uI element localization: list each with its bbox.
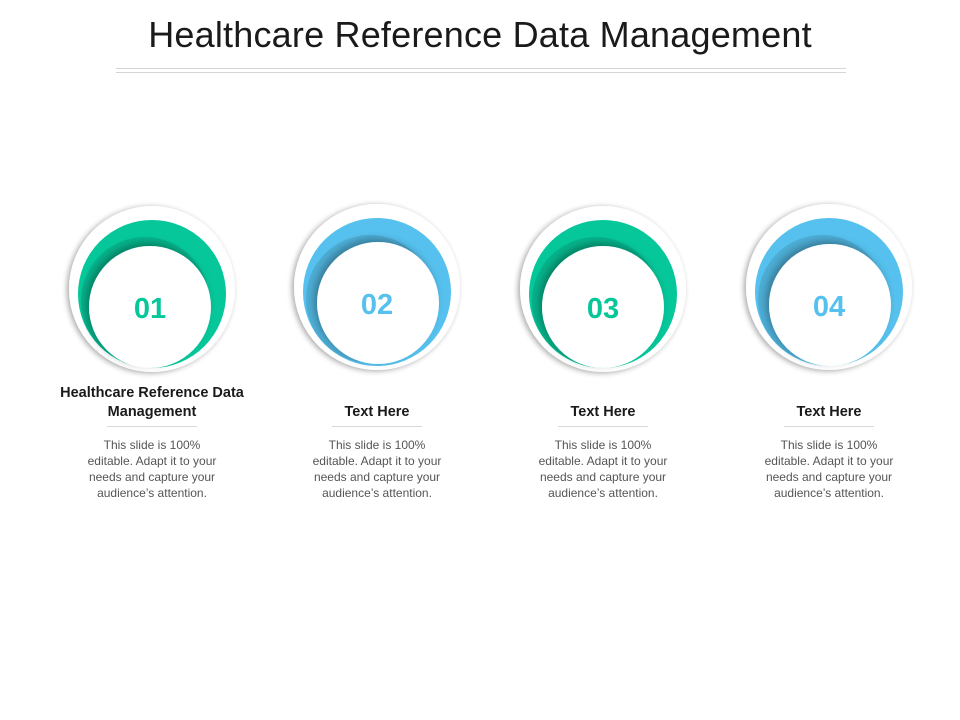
step-heading: Text Here xyxy=(570,404,636,420)
step-divider xyxy=(107,426,197,427)
step-inner-disc xyxy=(769,244,891,366)
step-text-4: Text Here This slide is 100% editable. A… xyxy=(734,382,924,501)
step-inner-disc xyxy=(542,246,664,368)
step-inner-disc xyxy=(317,242,439,364)
step-divider xyxy=(332,426,422,427)
step-text-1: Healthcare Reference Data Management Thi… xyxy=(57,382,247,501)
step-description: This slide is 100% editable. Adapt it to… xyxy=(87,438,217,500)
step-number: 02 xyxy=(361,289,393,321)
step-heading: Text Here xyxy=(796,404,862,420)
step-divider xyxy=(784,426,874,427)
step-heading: Healthcare Reference Data Management xyxy=(60,385,244,420)
step-heading: Text Here xyxy=(344,404,410,420)
step-circle-3: 03 xyxy=(520,206,686,372)
step-inner-disc xyxy=(89,246,211,368)
step-text-3: Text Here This slide is 100% editable. A… xyxy=(508,382,698,501)
step-number: 03 xyxy=(587,293,619,325)
step-text-2: Text Here This slide is 100% editable. A… xyxy=(282,382,472,501)
step-description: This slide is 100% editable. Adapt it to… xyxy=(538,438,668,500)
step-description: This slide is 100% editable. Adapt it to… xyxy=(312,438,442,500)
step-divider xyxy=(558,426,648,427)
step-number: 04 xyxy=(813,291,845,323)
step-number: 01 xyxy=(134,293,166,325)
slide-title: Healthcare Reference Data Management xyxy=(148,14,812,55)
step-circle-2: 02 xyxy=(294,204,460,370)
step-circle-4: 04 xyxy=(746,204,912,370)
title-divider xyxy=(116,68,846,73)
step-description: This slide is 100% editable. Adapt it to… xyxy=(764,438,894,500)
step-circle-1: 01 xyxy=(69,206,235,372)
